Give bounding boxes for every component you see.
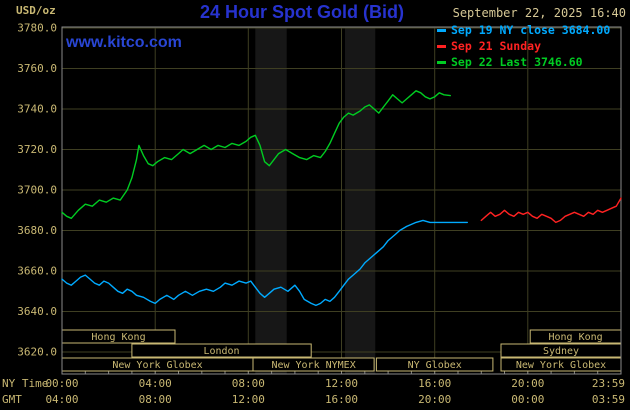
session-label: New York Globex [516, 360, 606, 371]
x-tick-gmt-label: 16:00 [325, 393, 358, 406]
x-tick-gmt-label: 04:00 [45, 393, 78, 406]
x-tick-ny-label: 20:00 [511, 377, 544, 390]
session-label: Hong Kong [549, 332, 603, 343]
legend-label: Sep 22 Last 3746.60 [451, 55, 583, 69]
session-label: NY Globex [408, 360, 462, 371]
x-tick-gmt-label: 08:00 [139, 393, 172, 406]
legend-item: Sep 21 Sunday [437, 39, 610, 53]
y-tick-label: 3780.0 [17, 22, 57, 35]
gmt-axis-label: GMT [2, 393, 22, 406]
legend-item: Sep 22 Last 3746.60 [437, 55, 610, 69]
legend: Sep 19 NY close 3684.00 Sep 21 Sunday Sep … [437, 23, 610, 69]
y-tick-label: 3660.0 [17, 265, 57, 278]
y-tick-label: 3640.0 [17, 305, 57, 318]
legend-dash-icon [437, 60, 446, 64]
x-tick-gmt-label: 03:59 [592, 393, 625, 406]
x-tick-ny-label: 00:00 [45, 377, 78, 390]
y-tick-label: 3720.0 [17, 143, 57, 156]
session-box [252, 357, 375, 372]
kitco-website-link[interactable]: www.kitco.com [66, 34, 182, 51]
plot-frame [61, 26, 622, 375]
x-tick-gmt-label: 12:00 [232, 393, 265, 406]
y-tick-label: 3740.0 [17, 103, 57, 116]
session-label: New York NYMEX [271, 360, 355, 371]
x-tick-ny-label: 08:00 [232, 377, 265, 390]
legend-item: Sep 19 NY close 3684.00 [437, 23, 610, 37]
series-sep21-line [480, 197, 622, 224]
x-tick-ny-label: 12:00 [325, 377, 358, 390]
legend-label: Sep 19 NY close 3684.00 [451, 23, 611, 37]
x-tick-gmt-label: 20:00 [418, 393, 451, 406]
y-tick-label: 3700.0 [17, 184, 57, 197]
session-label: Sydney [543, 346, 579, 357]
y-tick-label: 3620.0 [17, 346, 57, 359]
session-label: New York Globex [112, 360, 202, 371]
session-shade-band [255, 27, 287, 374]
x-tick-ny-label: 23:59 [592, 377, 625, 390]
session-label: Hong Kong [91, 332, 145, 343]
chart-title: 24 Hour Spot Gold (Bid) [200, 2, 404, 22]
session-box [131, 343, 312, 358]
ny-time-axis-label: NY Time [2, 377, 49, 390]
y-axis-unit-label: USD/oz [16, 4, 56, 17]
x-tick-ny-label: 04:00 [139, 377, 172, 390]
chart-datetime: September 22, 2025 16:40 [452, 6, 626, 20]
x-tick-ny-label: 16:00 [418, 377, 451, 390]
session-shade-band [345, 27, 376, 374]
session-box [375, 357, 494, 372]
y-tick-label: 3680.0 [17, 224, 57, 237]
series-sep19-line [61, 219, 468, 307]
legend-label: Sep 21 Sunday [451, 39, 542, 53]
legend-dash-icon [437, 28, 446, 32]
legend-dash-icon [437, 44, 446, 48]
x-tick-gmt-label: 00:00 [511, 393, 544, 406]
session-label: London [203, 346, 239, 357]
y-tick-label: 3760.0 [17, 62, 57, 75]
series-sep22-line [61, 90, 451, 220]
